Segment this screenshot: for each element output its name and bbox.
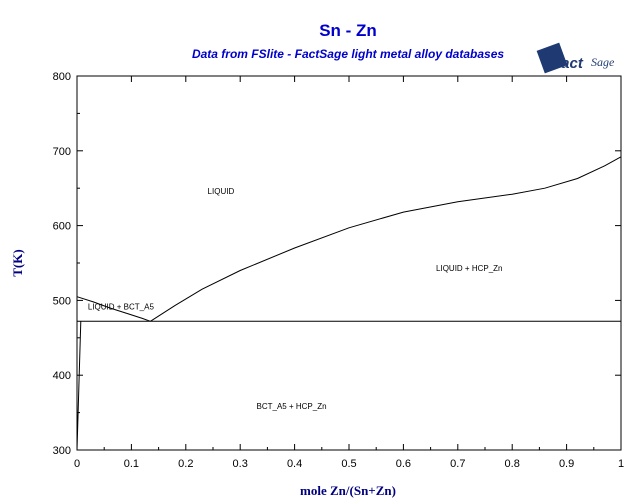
x-tick-label: 0.7	[450, 458, 465, 470]
x-tick-label: 0.9	[559, 458, 574, 470]
logo-fact: Fact	[552, 55, 584, 72]
y-tick-label: 700	[53, 146, 71, 158]
region-label: LIQUID + HCP_Zn	[436, 264, 502, 273]
y-tick-label: 600	[53, 221, 71, 233]
x-tick-label: 0.2	[178, 458, 193, 470]
y-axis-title: T(K)	[10, 249, 25, 276]
y-tick-label: 500	[53, 295, 71, 307]
x-tick-label: 1	[618, 458, 624, 470]
y-tick-label: 300	[53, 445, 71, 457]
x-tick-label: 0.5	[341, 458, 356, 470]
x-tick-label: 0.6	[396, 458, 411, 470]
y-tick-label: 800	[53, 71, 71, 83]
logo-mark-icon	[536, 42, 568, 74]
phase-region-labels: LIQUID LIQUID + HCP_Zn LIQUID + BCT_A5 BCT_…	[88, 187, 503, 411]
x-tick-label: 0.1	[124, 458, 139, 470]
x-tick-label: 0.8	[505, 458, 520, 470]
factsage-logo: Fact Sage	[536, 42, 615, 74]
series-line-liquidus-sn-side	[76, 296, 151, 322]
series-line-liquidus-zn-side	[150, 156, 622, 322]
y-axis-ticks: 300 400 500 600 700 800	[53, 71, 621, 457]
y-tick-label: 400	[53, 370, 71, 382]
region-label: BCT_A5 + HCP_Zn	[257, 402, 327, 411]
logo-sage: Sage	[591, 55, 615, 69]
x-axis-ticks: 0 0.1 0.2 0.3 0.4 0.5 0.6 0.7 0.8 0.9 1	[74, 76, 624, 470]
phase-boundaries	[76, 76, 622, 451]
x-tick-label: 0.3	[233, 458, 248, 470]
x-tick-label: 0	[74, 458, 80, 470]
chart-subtitle: Data from FSlite - FactSage light metal …	[192, 47, 504, 61]
x-axis-title: mole Zn/(Sn+Zn)	[300, 483, 396, 498]
x-tick-label: 0.4	[287, 458, 302, 470]
series-line-sn-solvus	[76, 321, 82, 451]
plot-area	[76, 75, 622, 451]
region-label: LIQUID	[208, 187, 235, 196]
region-label: LIQUID + BCT_A5	[88, 302, 155, 311]
chart-title: Sn - Zn	[319, 21, 377, 40]
